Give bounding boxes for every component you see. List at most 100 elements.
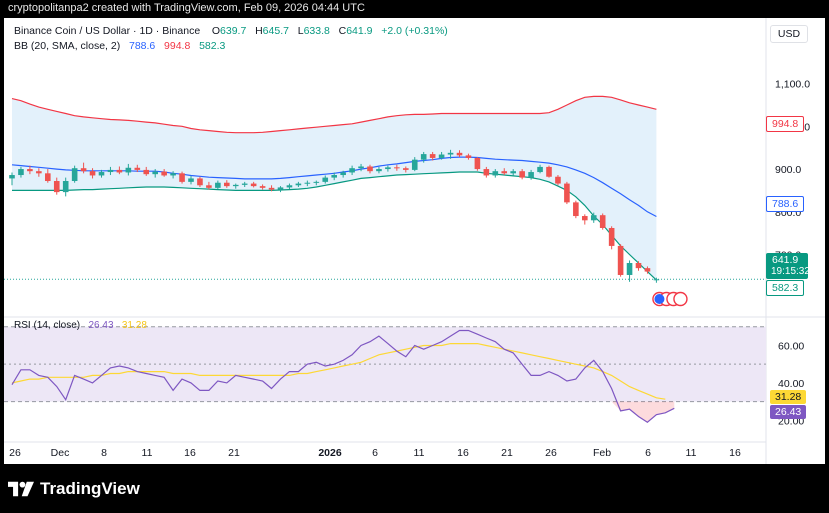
candle-body — [608, 227, 615, 246]
time-tick-label: 21 — [228, 447, 240, 459]
price-legend: Binance Coin / US Dollar · 1D · Binance … — [14, 25, 448, 37]
candle-body — [340, 172, 346, 176]
candle-body — [322, 177, 329, 182]
candle — [322, 175, 329, 184]
candle-body — [367, 166, 373, 172]
candle-body — [197, 178, 203, 186]
candle — [510, 169, 516, 176]
candle — [555, 175, 561, 186]
candle-body — [501, 171, 508, 174]
candle — [62, 177, 69, 197]
bb-lower-tag: 582.3 — [766, 280, 805, 296]
candle-body — [555, 176, 561, 184]
candle-body — [420, 154, 427, 160]
candle — [161, 169, 167, 177]
rsi-line — [11, 329, 675, 423]
candle-body — [537, 166, 543, 173]
event-flag-icon — [673, 291, 688, 307]
low-value: 633.8 — [303, 25, 330, 37]
candle — [241, 181, 248, 187]
candle — [277, 186, 284, 193]
candle — [143, 166, 150, 176]
candle-body — [394, 167, 400, 169]
candle-body — [188, 178, 194, 182]
rsi-legend: RSI (14, close) 26.43 31.28 — [14, 320, 147, 331]
candle-body — [53, 181, 60, 193]
candle-body — [403, 168, 409, 170]
candle-body — [331, 175, 337, 178]
candle — [376, 166, 382, 174]
candle — [617, 244, 624, 277]
candle-body — [89, 171, 96, 176]
candle — [53, 177, 60, 195]
event-flag-icon — [654, 294, 665, 304]
candle — [9, 172, 15, 186]
candle-body — [483, 169, 490, 176]
candle — [295, 181, 302, 187]
bb-basis-tag: 788.6 — [766, 196, 805, 212]
candle-body — [125, 167, 132, 173]
candle-body — [179, 173, 185, 182]
time-tick-label: 26 — [545, 447, 557, 459]
candle — [259, 184, 266, 190]
candle-body — [564, 183, 570, 203]
symbol-title[interactable]: Binance Coin / US Dollar · 1D · Binance — [14, 25, 201, 37]
candle — [608, 226, 615, 250]
currency-button[interactable]: USD — [770, 25, 808, 43]
candle — [367, 164, 373, 174]
candle — [653, 277, 660, 283]
candle-body — [573, 202, 579, 217]
candle-body — [617, 245, 624, 275]
bb-lower-value: 582.3 — [199, 40, 226, 52]
close-label: C — [338, 25, 347, 37]
candle — [438, 151, 445, 160]
time-tick-label: 2026 — [318, 447, 342, 459]
candle — [403, 166, 409, 173]
candle-body — [250, 183, 257, 187]
candle-body — [510, 171, 516, 174]
open-label: O — [211, 25, 221, 37]
bb-upper-tag: 994.8 — [766, 116, 805, 132]
candle-body — [546, 166, 552, 177]
time-tick-label: Dec — [51, 447, 70, 459]
candle-body — [143, 169, 150, 175]
candle-body — [519, 171, 525, 178]
tradingview-brand[interactable]: TradingView — [8, 479, 140, 499]
chart-svg[interactable]: 700.0800.0900.01,000.01,100.020.0040.006… — [4, 18, 825, 464]
time-tick-label: 16 — [457, 447, 469, 459]
candle-body — [62, 181, 69, 193]
time-tick-label: 11 — [414, 447, 425, 459]
candle-body — [599, 215, 606, 228]
bb-basis-value: 788.6 — [128, 40, 156, 52]
candle-body — [36, 171, 42, 174]
candle-body — [98, 172, 105, 176]
candle-body — [134, 167, 141, 170]
chart-frame: 700.0800.0900.01,000.01,100.020.0040.006… — [4, 18, 825, 464]
candle-body — [635, 263, 642, 269]
candle — [340, 170, 346, 178]
time-tick-label: 6 — [372, 447, 378, 459]
candle-body — [474, 157, 481, 170]
bb-legend: BB (20, SMA, close, 2) 788.6 994.8 582.3 — [14, 40, 225, 52]
candle — [394, 164, 400, 171]
candle — [599, 213, 606, 230]
candle — [232, 183, 239, 189]
candle — [107, 166, 114, 176]
bb-label[interactable]: BB (20, SMA, close, 2) — [14, 40, 121, 52]
candle-body — [107, 169, 114, 173]
candle — [635, 261, 642, 271]
candle-body — [268, 187, 275, 190]
change-value: +2.0 (+0.31%) — [381, 25, 448, 37]
candle — [349, 165, 355, 176]
candle — [197, 176, 203, 187]
candle-body — [224, 182, 230, 187]
rsi-label[interactable]: RSI (14, close) — [14, 320, 81, 331]
candle-body — [465, 155, 472, 158]
candle-body — [27, 169, 33, 172]
candle — [465, 153, 472, 160]
candle-body — [653, 279, 660, 281]
candle — [71, 165, 78, 183]
candle-body — [116, 169, 123, 173]
time-tick-label: 16 — [729, 447, 741, 459]
time-tick-label: 21 — [501, 447, 513, 459]
